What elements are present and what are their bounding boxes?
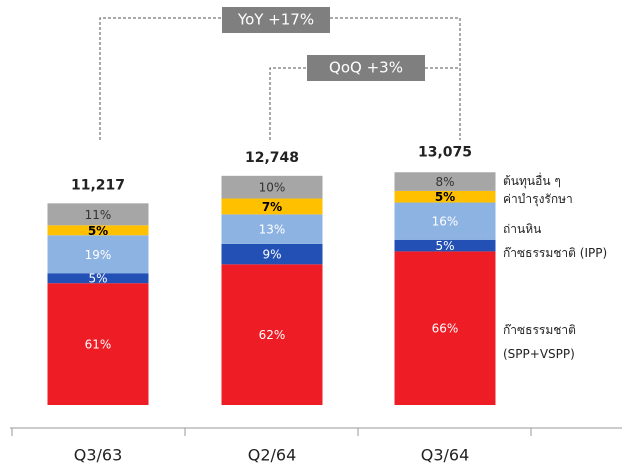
bar-segment	[394, 239, 496, 252]
qoq-bracket-left	[269, 67, 307, 140]
legend-entry: ถ่านหิน	[503, 222, 542, 236]
bar-segment	[47, 203, 149, 226]
bar-segment	[394, 172, 496, 191]
yoy-box	[222, 7, 330, 33]
bar-segment	[221, 243, 323, 265]
segment-label: 11%	[85, 208, 112, 222]
bar-segment	[221, 214, 323, 244]
bar-segment	[394, 190, 496, 203]
bar-segment	[47, 273, 149, 284]
bar-segment	[394, 202, 496, 240]
legend-entry: ก๊าซธรรมชาติ (IPP)	[503, 246, 608, 260]
bar-segment	[221, 264, 323, 405]
total-label: 13,075	[418, 144, 472, 160]
total-label: 11,217	[71, 177, 125, 193]
legend-entry: ต้นทุนอื่น ๆ	[503, 174, 561, 188]
segment-label: 13%	[259, 223, 286, 237]
segment-label: 8%	[435, 175, 454, 189]
segment-label: 5%	[435, 190, 455, 204]
segment-label: 5%	[88, 224, 108, 238]
segment-label: 62%	[259, 328, 286, 342]
qoq-box	[307, 55, 425, 81]
axis-ticks	[11, 428, 532, 436]
segment-label: 19%	[85, 248, 112, 262]
segment-label: 7%	[262, 200, 282, 214]
bar-segment	[221, 175, 323, 199]
segment-label: 9%	[262, 248, 281, 262]
bar-segment	[394, 251, 496, 405]
segment-label: 66%	[432, 322, 459, 336]
yoy-bracket-left	[99, 17, 222, 140]
total-label: 12,748	[245, 150, 299, 166]
brackets	[99, 17, 461, 140]
x-tick-label: Q3/64	[421, 446, 470, 465]
bar-segment	[221, 198, 323, 215]
bar-segment	[47, 283, 149, 405]
yoy-bracket-right	[330, 17, 461, 140]
legend-entry: ค่าบำรุงรักษา	[503, 192, 573, 206]
x-tick-label: Q3/63	[74, 446, 123, 465]
segment-label: 5%	[88, 272, 107, 286]
segment-label: 5%	[435, 239, 454, 253]
qoq-label: QoQ +3%	[329, 59, 403, 77]
legend-entry: ก๊าซธรรมชาติ (SPP+VSPP)	[503, 323, 576, 361]
bar-segment	[47, 235, 149, 274]
segment-label: 16%	[432, 215, 459, 229]
segment-label: 10%	[259, 181, 286, 195]
yoy-label: YoY +17%	[237, 11, 314, 29]
x-tick-label: Q2/64	[248, 446, 297, 465]
bar-segment	[47, 225, 149, 236]
segment-label: 61%	[85, 338, 112, 352]
